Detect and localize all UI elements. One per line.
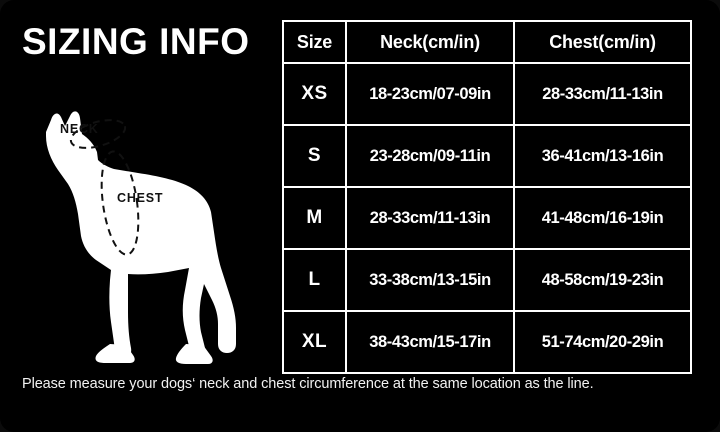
cell-chest: 28-33cm/11-13in: [513, 62, 692, 126]
table-row: L 33-38cm/13-15in 48-58cm/19-23in: [282, 248, 692, 312]
cell-size: M: [282, 186, 347, 250]
cell-chest: 41-48cm/16-19in: [513, 186, 692, 250]
cell-neck: 28-33cm/11-13in: [345, 186, 515, 250]
header-size: Size: [282, 20, 347, 64]
dog-silhouette-icon: [46, 111, 236, 364]
cell-chest: 36-41cm/13-16in: [513, 124, 692, 188]
neck-label: NECK: [60, 122, 99, 136]
cell-size: XS: [282, 62, 347, 126]
header-neck: Neck(cm/in): [345, 20, 515, 64]
table-header-row: Size Neck(cm/in) Chest(cm/in): [282, 20, 692, 64]
cell-neck: 33-38cm/13-15in: [345, 248, 515, 312]
cell-size: L: [282, 248, 347, 312]
cell-neck: 38-43cm/15-17in: [345, 310, 515, 374]
chest-label: CHEST: [117, 191, 164, 205]
measurement-instruction-note: Please measure your dogs‘ neck and chest…: [22, 376, 594, 392]
table-row: S 23-28cm/09-11in 36-41cm/13-16in: [282, 124, 692, 188]
cell-size: S: [282, 124, 347, 188]
table-row: XS 18-23cm/07-09in 28-33cm/11-13in: [282, 62, 692, 126]
cell-chest: 48-58cm/19-23in: [513, 248, 692, 312]
table-row: XL 38-43cm/15-17in 51-74cm/20-29in: [282, 310, 692, 374]
table-row: M 28-33cm/11-13in 41-48cm/16-19in: [282, 186, 692, 250]
size-chart-table: Size Neck(cm/in) Chest(cm/in) XS 18-23cm…: [282, 20, 692, 374]
cell-neck: 18-23cm/07-09in: [345, 62, 515, 126]
cell-chest: 51-74cm/20-29in: [513, 310, 692, 374]
page-title: SIZING INFO: [22, 21, 250, 62]
chest-measure-guide: [100, 150, 140, 256]
dog-silhouette-figure: NECK CHEST: [18, 72, 270, 364]
cell-neck: 23-28cm/09-11in: [345, 124, 515, 188]
cell-size: XL: [282, 310, 347, 374]
header-chest: Chest(cm/in): [513, 20, 692, 64]
